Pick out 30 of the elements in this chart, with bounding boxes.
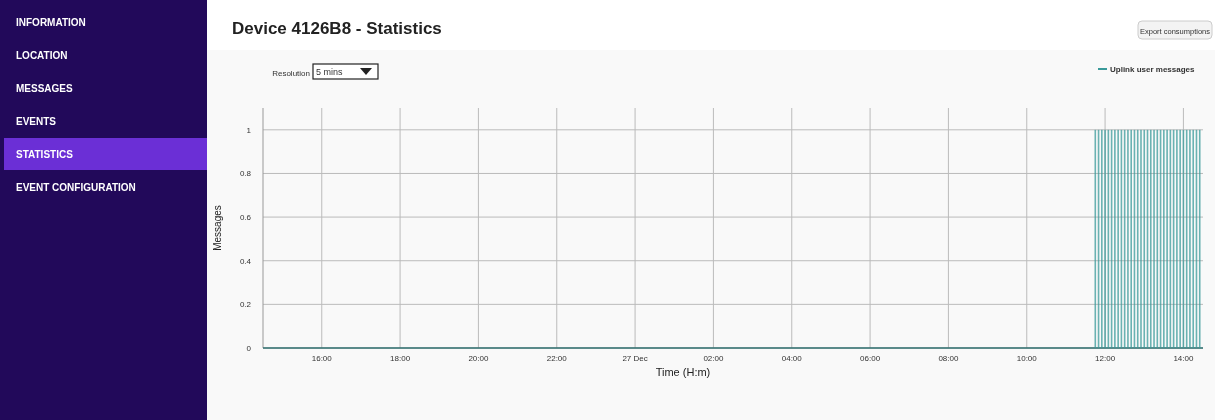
x-tick-label: 20:00	[468, 354, 489, 363]
text: MESSAGES	[16, 83, 74, 94]
text: STATISTICS	[16, 149, 74, 160]
chart-title: Device 4126B8 - Statistics	[232, 19, 442, 38]
x-tick-label: 14:00	[1173, 354, 1194, 363]
x-tick-label: 12:00	[1095, 354, 1116, 363]
x-axis-title: Time (H:m)	[655, 366, 711, 378]
text: EVENT CONFIGURATION	[16, 182, 136, 193]
text: LOCATION	[16, 50, 68, 61]
text: Resolution	[272, 69, 310, 78]
x-tick-label: 18:00	[390, 354, 411, 363]
y-tick-label: 0.2	[239, 300, 252, 310]
x-tick-label: 22:00	[546, 354, 568, 363]
y-axis-title: Messages	[212, 205, 223, 251]
x-tick-label: 16:00	[311, 354, 333, 363]
y-tick-label: 0.8	[239, 169, 252, 179]
x-tick-label: 02:00	[703, 354, 724, 363]
y-tick-label: 0.4	[239, 256, 252, 266]
legend-label: Uplink user messages	[1110, 65, 1196, 74]
text: 5 mins	[316, 67, 344, 77]
text: INFORMATION	[16, 17, 86, 28]
text: EVENTS	[16, 116, 57, 127]
x-tick-label: 06:00	[860, 354, 881, 363]
y-tick-label: 0	[246, 344, 252, 353]
y-tick-label: 1	[246, 125, 252, 135]
y-tick-label: 0.6	[239, 213, 252, 223]
x-tick-label: 04:00	[781, 354, 803, 363]
x-tick-label: 27 Dec	[622, 354, 648, 363]
x-tick-label: 08:00	[938, 354, 959, 363]
x-tick-label: 10:00	[1016, 354, 1038, 363]
